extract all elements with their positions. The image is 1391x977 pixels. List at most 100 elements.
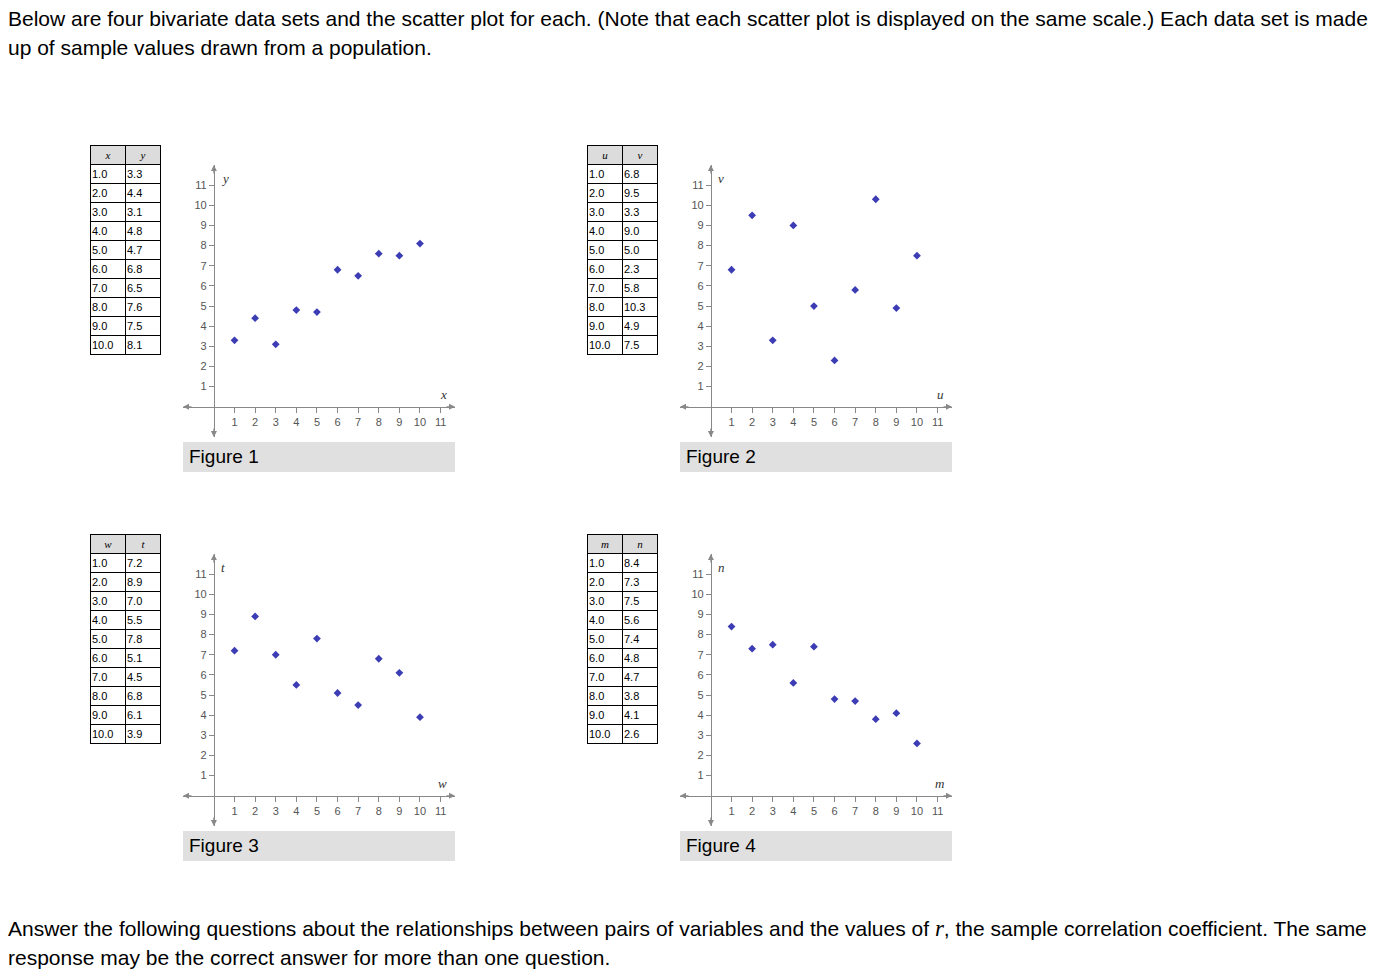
svg-text:t: t [221, 560, 225, 575]
svg-text:v: v [718, 171, 724, 186]
svg-text:6: 6 [698, 280, 704, 292]
svg-text:8: 8 [201, 628, 207, 640]
svg-text:3: 3 [698, 729, 704, 741]
svg-text:10: 10 [414, 805, 426, 817]
svg-text:3: 3 [273, 805, 279, 817]
svg-text:u: u [937, 387, 944, 402]
svg-text:8: 8 [201, 239, 207, 251]
svg-text:9: 9 [893, 416, 899, 428]
svg-text:4: 4 [201, 709, 207, 721]
svg-text:11: 11 [195, 179, 206, 191]
svg-text:10: 10 [194, 588, 206, 600]
svg-text:y: y [221, 171, 229, 186]
svg-text:7: 7 [852, 416, 858, 428]
svg-text:5: 5 [314, 416, 320, 428]
html-text:Figure 2: Figure 2 [686, 446, 756, 467]
svg-text:9: 9 [698, 219, 704, 231]
svg-text:4: 4 [293, 416, 299, 428]
svg-text:7: 7 [698, 260, 704, 272]
svg-text:7: 7 [698, 649, 704, 661]
svg-text:1: 1 [728, 805, 734, 817]
svg-text:3: 3 [201, 340, 207, 352]
svg-text:10: 10 [911, 805, 923, 817]
svg-text:6: 6 [201, 280, 207, 292]
svg-text:7: 7 [355, 805, 361, 817]
svg-text:6: 6 [831, 416, 837, 428]
svg-text:5: 5 [698, 300, 704, 312]
svg-text:7: 7 [355, 416, 361, 428]
svg-text:2: 2 [698, 360, 704, 372]
svg-text:9: 9 [396, 416, 402, 428]
svg-text:1: 1 [698, 380, 704, 392]
svg-text:2: 2 [252, 805, 258, 817]
svg-text:11: 11 [692, 179, 703, 191]
svg-text:2: 2 [201, 749, 207, 761]
svg-text:3: 3 [698, 340, 704, 352]
svg-text:10: 10 [194, 199, 206, 211]
svg-text:1: 1 [728, 416, 734, 428]
svg-text:11: 11 [435, 416, 446, 428]
svg-text:9: 9 [893, 805, 899, 817]
svg-text:1: 1 [231, 416, 237, 428]
svg-text:7: 7 [201, 649, 207, 661]
svg-text:11: 11 [932, 416, 943, 428]
svg-text:9: 9 [396, 805, 402, 817]
svg-text:3: 3 [770, 416, 776, 428]
svg-text:4: 4 [790, 805, 796, 817]
svg-text:2: 2 [698, 749, 704, 761]
svg-text:6: 6 [334, 416, 340, 428]
svg-text:8: 8 [698, 628, 704, 640]
svg-text:2: 2 [252, 416, 258, 428]
html-text:Answer the following questions: Answer the following questions about the… [8, 916, 1367, 969]
svg-text:10: 10 [691, 588, 703, 600]
svg-text:9: 9 [201, 219, 207, 231]
svg-text:9: 9 [201, 608, 207, 620]
svg-text:4: 4 [293, 805, 299, 817]
svg-text:2: 2 [201, 360, 207, 372]
svg-text:6: 6 [831, 805, 837, 817]
svg-text:6: 6 [698, 669, 704, 681]
svg-text:3: 3 [273, 416, 279, 428]
svg-text:4: 4 [698, 709, 704, 721]
svg-text:8: 8 [873, 416, 879, 428]
svg-text:5: 5 [314, 805, 320, 817]
svg-text:10: 10 [414, 416, 426, 428]
svg-text:8: 8 [873, 805, 879, 817]
svg-text:5: 5 [201, 689, 207, 701]
svg-text:6: 6 [201, 669, 207, 681]
html-text:Figure 1: Figure 1 [189, 446, 259, 467]
svg-text:6: 6 [334, 805, 340, 817]
svg-text:11: 11 [195, 568, 206, 580]
svg-text:4: 4 [698, 320, 704, 332]
svg-text:10: 10 [911, 416, 923, 428]
svg-text:4: 4 [201, 320, 207, 332]
svg-text:3: 3 [201, 729, 207, 741]
svg-text:m: m [935, 776, 944, 791]
svg-text:n: n [718, 560, 725, 575]
svg-text:8: 8 [376, 805, 382, 817]
svg-text:2: 2 [749, 805, 755, 817]
svg-text:9: 9 [698, 608, 704, 620]
svg-text:5: 5 [811, 416, 817, 428]
svg-text:w: w [438, 776, 447, 791]
svg-text:1: 1 [698, 769, 704, 781]
svg-text:11: 11 [692, 568, 703, 580]
svg-text:7: 7 [201, 260, 207, 272]
svg-text:5: 5 [811, 805, 817, 817]
svg-text:8: 8 [376, 416, 382, 428]
svg-text:x: x [440, 387, 447, 402]
svg-text:11: 11 [932, 805, 943, 817]
svg-text:3: 3 [770, 805, 776, 817]
svg-text:4: 4 [790, 416, 796, 428]
svg-text:2: 2 [749, 416, 755, 428]
svg-text:1: 1 [201, 769, 207, 781]
svg-text:5: 5 [201, 300, 207, 312]
svg-text:1: 1 [231, 805, 237, 817]
svg-text:10: 10 [691, 199, 703, 211]
html-text:Below are four bivariate data: Below are four bivariate data sets and t… [8, 7, 1368, 59]
svg-text:8: 8 [698, 239, 704, 251]
svg-text:7: 7 [852, 805, 858, 817]
svg-text:11: 11 [435, 805, 446, 817]
svg-text:1: 1 [201, 380, 207, 392]
svg-text:5: 5 [698, 689, 704, 701]
